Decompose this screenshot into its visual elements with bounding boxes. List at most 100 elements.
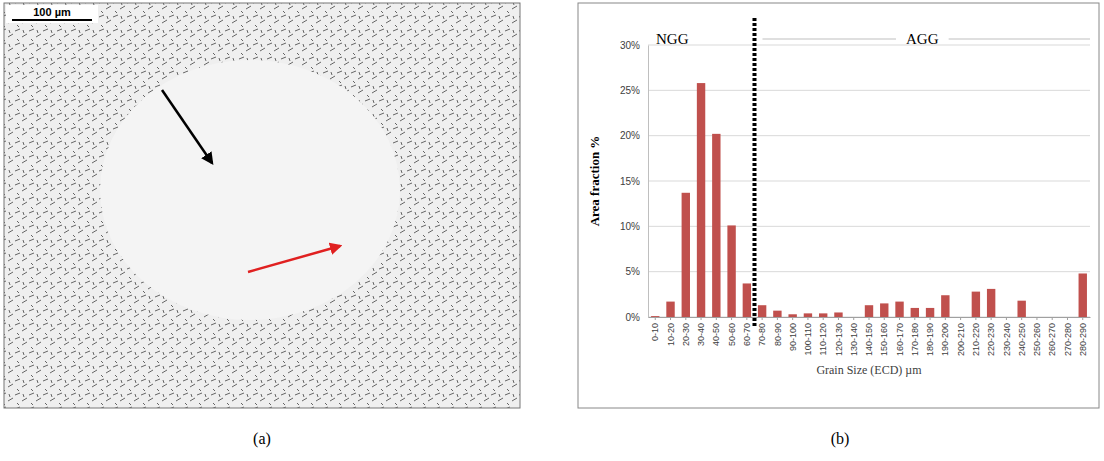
annotation: NGG	[656, 31, 689, 47]
tick-label: 20-30	[681, 323, 691, 346]
tick: 150-160	[879, 317, 889, 356]
tick: 270-280	[1063, 317, 1073, 356]
tick-label: 15%	[620, 176, 640, 187]
tick-label: 60-70	[742, 323, 752, 346]
tick-mark	[685, 317, 686, 320]
tick-mark	[884, 317, 885, 320]
tick-label: 50-60	[727, 323, 737, 346]
tick-label: 90-100	[788, 323, 798, 351]
tick: 200-210	[956, 317, 966, 356]
tick: 0-10	[650, 317, 660, 341]
tick-label: 270-280	[1063, 323, 1073, 356]
tick-mark	[807, 317, 808, 320]
tick-mark	[701, 317, 702, 320]
tick-mark	[1052, 317, 1053, 320]
abnormal-grain	[100, 60, 400, 320]
tick-mark	[746, 317, 747, 320]
bar	[727, 225, 735, 317]
bar	[819, 313, 827, 317]
bar	[666, 302, 674, 317]
tick-mark	[960, 317, 961, 320]
tick: 230-240	[1002, 317, 1012, 356]
bar	[926, 308, 934, 317]
bar	[972, 292, 980, 317]
tick-label: 260-270	[1047, 323, 1057, 356]
grid	[648, 45, 1090, 317]
tick: 90-100	[788, 317, 798, 351]
range-line	[762, 39, 896, 40]
grid-line	[648, 45, 1090, 46]
tick: 70-80	[757, 317, 767, 346]
tick-label: 20%	[620, 130, 640, 141]
bar	[1033, 317, 1041, 318]
tick-mark	[777, 317, 778, 320]
tick: 240-250	[1017, 317, 1027, 356]
tick: 170-180	[910, 317, 920, 356]
chart-frame	[578, 3, 1099, 408]
tick-label: 10%	[620, 221, 640, 232]
tick-mark	[670, 317, 671, 320]
tick-label: 80-90	[773, 323, 783, 346]
tick: 210-220	[971, 317, 981, 356]
tick-label: 30-40	[696, 323, 706, 346]
tick: 50-60	[727, 317, 737, 346]
tick-label: 140-150	[864, 323, 874, 356]
tick-label: 250-260	[1032, 323, 1042, 356]
bar	[1079, 273, 1087, 317]
bar	[651, 316, 659, 317]
tick: 160-170	[895, 317, 905, 356]
tick-mark	[792, 317, 793, 320]
bar	[911, 308, 919, 317]
tick-label: 40-50	[711, 323, 721, 346]
bar	[1017, 301, 1025, 317]
panel-a: 100 µm	[4, 3, 520, 408]
tick-mark	[1036, 317, 1037, 320]
tick: 25%	[620, 85, 648, 96]
bar	[895, 302, 903, 317]
tick-mark	[716, 317, 717, 320]
tick-label: 5%	[626, 266, 641, 277]
bar	[987, 289, 995, 317]
range-line	[949, 39, 1090, 40]
bar	[697, 83, 705, 317]
bar	[682, 193, 690, 317]
panel-b: 0%5%10%15%20%25%30%0-1010-2020-3030-4040…	[578, 3, 1099, 408]
tick-label: 0-10	[650, 323, 660, 341]
tick-mark	[930, 317, 931, 320]
bar	[834, 312, 842, 317]
arrow	[162, 90, 212, 163]
tick: 100-110	[803, 317, 813, 355]
tick: 10-20	[666, 317, 676, 346]
tick-mark	[762, 317, 763, 320]
tick-label: 200-210	[956, 323, 966, 356]
tick-mark	[731, 317, 732, 320]
tick-mark	[655, 317, 656, 320]
tick-mark	[1006, 317, 1007, 320]
tick-label: 190-200	[940, 323, 950, 356]
tick-label: 230-240	[1002, 323, 1012, 356]
tick: 280-290	[1078, 317, 1088, 356]
tick: 20-30	[681, 317, 691, 346]
tick: 40-50	[711, 317, 721, 346]
tick-label: 170-180	[910, 323, 920, 356]
y-axis-title: Area fraction %	[587, 136, 602, 227]
bar	[880, 303, 888, 317]
tick-mark	[1021, 317, 1022, 320]
caption: (a)	[253, 430, 271, 448]
tick-label: 130-140	[849, 323, 859, 356]
tick-label: 70-80	[757, 323, 767, 346]
figure: 100 µm(a)(b)0%5%10%15%20%25%30%0-1010-20…	[0, 0, 1104, 461]
tick-mark	[1067, 317, 1068, 320]
tick-mark	[823, 317, 824, 320]
tick: 130-140	[849, 317, 859, 356]
arrow	[248, 246, 340, 272]
tick-label: 25%	[620, 85, 640, 96]
bar	[956, 317, 964, 318]
tick: 80-90	[773, 317, 783, 346]
tick: 0%	[626, 312, 648, 323]
bar	[758, 305, 766, 317]
tick-label: 180-190	[925, 323, 935, 356]
tick-label: 110-120	[818, 323, 828, 355]
tick: 20%	[620, 130, 648, 141]
tick-label: 0%	[626, 312, 641, 323]
